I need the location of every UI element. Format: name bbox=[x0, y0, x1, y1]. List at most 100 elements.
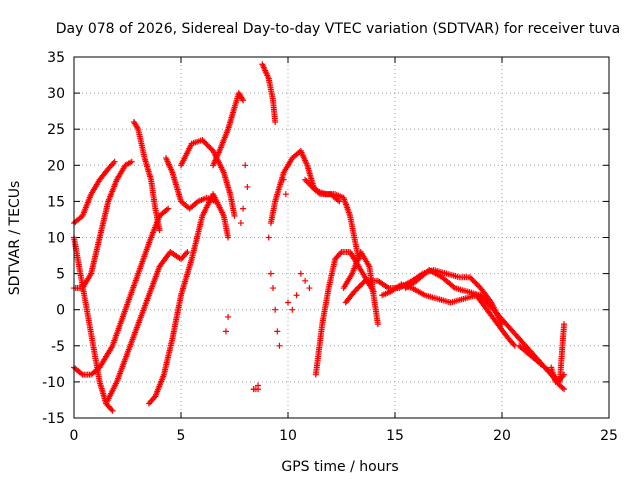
data-point bbox=[351, 288, 358, 295]
data-point bbox=[203, 141, 210, 148]
data-point bbox=[276, 342, 283, 349]
data-point bbox=[468, 275, 475, 282]
x-tick-label: 25 bbox=[600, 428, 618, 444]
data-point bbox=[304, 179, 311, 186]
data-point bbox=[310, 184, 317, 191]
data-point bbox=[473, 280, 480, 287]
data-point bbox=[165, 205, 172, 212]
data-point bbox=[200, 138, 207, 145]
y-tick-label: 5 bbox=[56, 267, 65, 283]
data-point bbox=[222, 328, 229, 335]
y-tick-label: -15 bbox=[42, 411, 65, 427]
data-point bbox=[250, 386, 257, 393]
x-tick-label: 10 bbox=[279, 428, 297, 444]
y-tick-label: 0 bbox=[56, 303, 65, 319]
data-point bbox=[561, 386, 568, 393]
data-point bbox=[311, 186, 318, 193]
data-point bbox=[225, 234, 232, 241]
x-tick-label: 15 bbox=[386, 428, 404, 444]
data-point bbox=[355, 284, 362, 291]
series-track-7 bbox=[145, 191, 232, 407]
series-track-18 bbox=[379, 281, 518, 349]
data-point bbox=[109, 407, 116, 414]
data-point bbox=[306, 285, 313, 292]
series-track-8 bbox=[163, 155, 219, 212]
data-point bbox=[474, 282, 481, 289]
chart-title: Day 078 of 2026, Sidereal Day-to-day VTE… bbox=[56, 21, 620, 37]
data-point bbox=[282, 191, 289, 198]
y-tick-label: 20 bbox=[47, 158, 65, 174]
data-point bbox=[265, 234, 272, 241]
series-track-4 bbox=[71, 205, 172, 378]
x-tick-label: 20 bbox=[493, 428, 511, 444]
data-point bbox=[207, 145, 214, 152]
data-point bbox=[280, 176, 287, 183]
data-point bbox=[225, 313, 232, 320]
series-scatter bbox=[222, 162, 313, 393]
data-point bbox=[242, 162, 249, 169]
data-point bbox=[231, 212, 238, 219]
data-point bbox=[240, 205, 247, 212]
data-point bbox=[285, 299, 291, 306]
data-point bbox=[302, 277, 309, 284]
data-point bbox=[184, 248, 191, 255]
y-tick-label: 25 bbox=[47, 122, 65, 138]
x-axis-title: GPS time / hours bbox=[281, 459, 398, 475]
series-track-16 bbox=[340, 248, 381, 328]
series-track-1 bbox=[71, 158, 118, 227]
data-point bbox=[156, 227, 163, 234]
data-point bbox=[306, 180, 313, 187]
data-point bbox=[237, 220, 244, 227]
data-point bbox=[255, 382, 262, 389]
y-tick-label: 15 bbox=[47, 194, 65, 210]
grid bbox=[74, 57, 609, 418]
axis-ticks: 0 5 10 15 20 25 -15 -10 -5 0 5 10 15 20 25 30 35 bbox=[42, 50, 618, 444]
data-point bbox=[272, 306, 279, 313]
data-point bbox=[466, 274, 473, 281]
series-track-9 bbox=[178, 137, 238, 219]
data-point bbox=[204, 142, 211, 149]
data-point bbox=[240, 97, 247, 104]
data-point bbox=[561, 321, 568, 328]
data-point bbox=[111, 158, 118, 165]
data-point bbox=[470, 278, 477, 285]
data-point bbox=[307, 182, 314, 189]
series-track-3 bbox=[71, 158, 135, 292]
y-tick-label: -5 bbox=[51, 339, 65, 355]
data-point bbox=[272, 118, 279, 125]
data-point bbox=[336, 198, 343, 205]
data-point bbox=[354, 285, 361, 292]
data-point bbox=[274, 328, 281, 335]
data-point bbox=[358, 281, 365, 288]
y-tick-label: -10 bbox=[42, 375, 65, 391]
data-point bbox=[212, 198, 219, 205]
series-track-6 bbox=[130, 118, 163, 234]
data-point bbox=[128, 158, 135, 165]
series-track-5 bbox=[103, 248, 191, 407]
series-track-21 bbox=[548, 321, 568, 385]
plot-marks bbox=[71, 61, 568, 414]
data-point bbox=[293, 292, 300, 299]
series-track-14 bbox=[302, 176, 362, 263]
data-point bbox=[352, 287, 359, 294]
series-track-10 bbox=[210, 90, 247, 169]
x-tick-label: 0 bbox=[70, 428, 79, 444]
y-axis-title: SDTVAR / TECUs bbox=[7, 181, 23, 296]
series-track-13 bbox=[267, 147, 343, 227]
data-point bbox=[308, 183, 315, 190]
data-point bbox=[302, 176, 309, 183]
data-point bbox=[472, 279, 479, 286]
data-point bbox=[270, 285, 277, 292]
y-tick-label: 35 bbox=[47, 50, 65, 66]
data-point bbox=[206, 143, 213, 150]
data-point bbox=[199, 137, 206, 144]
series-track-12 bbox=[259, 61, 279, 125]
data-point bbox=[359, 280, 366, 287]
data-point bbox=[202, 139, 209, 146]
data-point bbox=[469, 276, 476, 283]
plot-frame bbox=[73, 56, 610, 419]
x-tick-label: 5 bbox=[177, 428, 186, 444]
data-point bbox=[289, 306, 296, 313]
data-point bbox=[374, 321, 381, 328]
data-point bbox=[297, 270, 304, 277]
